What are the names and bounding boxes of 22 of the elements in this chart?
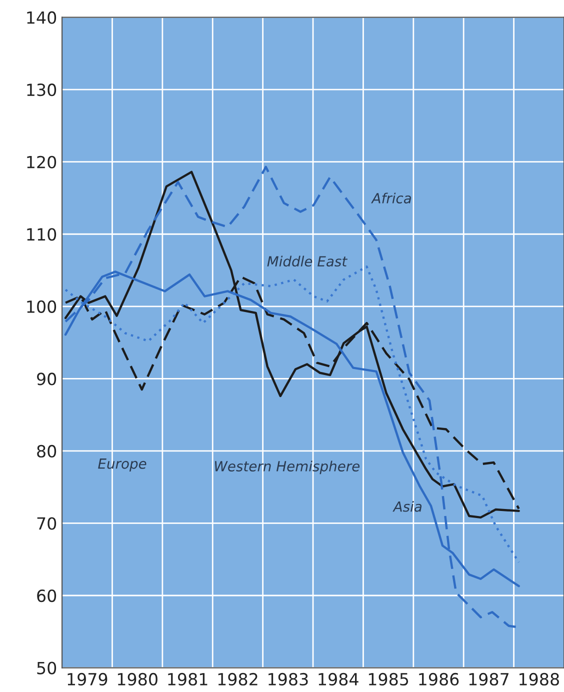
annotation: Middle East [267, 256, 348, 267]
annotation: Africa [371, 192, 411, 204]
y-tick-label: 140 [27, 11, 56, 24]
x-tick-label: 1981 [168, 672, 208, 686]
y-tick-label: 50 [37, 662, 56, 674]
y-tick-label: 70 [37, 517, 56, 530]
x-tick-label: 1985 [368, 672, 408, 686]
x-tick-label: 1984 [318, 672, 358, 686]
x-tick-label: 1982 [218, 672, 258, 686]
y-tick-label: 100 [27, 300, 56, 313]
x-tick-label: 1987 [469, 672, 508, 686]
y-tick-label: 60 [37, 589, 56, 602]
y-tick-label: 120 [27, 156, 56, 168]
x-tick-label: 1988 [520, 672, 559, 686]
x-tick-label: 1986 [419, 672, 459, 686]
y-tick-label: 110 [27, 228, 56, 241]
x-tick-label: 1979 [68, 672, 108, 686]
x-tick-label: 1983 [268, 672, 308, 686]
y-tick-label: 80 [37, 444, 56, 458]
y-tick-label: 130 [27, 84, 56, 96]
y-tick-label: 90 [37, 372, 56, 386]
x-tick-label: 1980 [118, 672, 158, 686]
